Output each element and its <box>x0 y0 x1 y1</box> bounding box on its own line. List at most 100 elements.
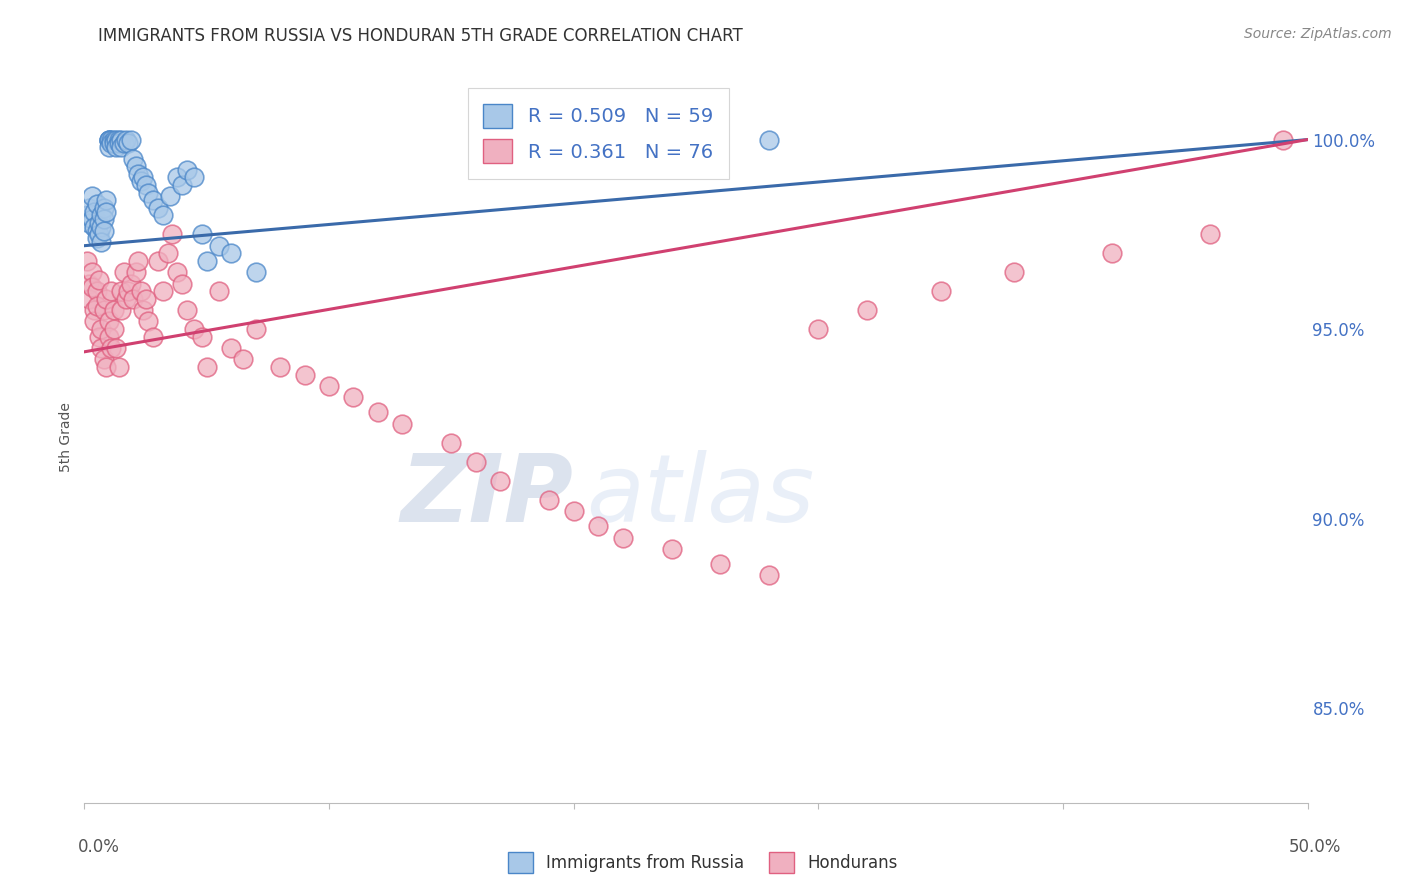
Point <box>208 238 231 252</box>
Text: IMMIGRANTS FROM RUSSIA VS HONDURAN 5TH GRADE CORRELATION CHART: IMMIGRANTS FROM RUSSIA VS HONDURAN 5TH G… <box>98 27 744 45</box>
Point <box>172 277 194 291</box>
Point <box>97 132 120 146</box>
Point <box>103 136 125 151</box>
Point <box>136 186 159 200</box>
Point <box>135 178 157 192</box>
Point <box>80 189 103 203</box>
Point <box>586 519 609 533</box>
Point <box>440 435 463 450</box>
Point <box>464 455 486 469</box>
Point <box>100 132 122 146</box>
Point <box>93 212 115 227</box>
Point <box>110 303 132 318</box>
Point <box>122 152 145 166</box>
Y-axis label: 5th Grade: 5th Grade <box>59 402 73 472</box>
Point <box>117 284 139 298</box>
Point <box>166 265 188 279</box>
Point <box>86 231 108 245</box>
Point <box>318 379 340 393</box>
Point <box>125 159 148 173</box>
Point <box>219 341 242 355</box>
Point <box>195 253 218 268</box>
Point <box>176 162 198 177</box>
Point <box>156 246 179 260</box>
Point <box>86 284 108 298</box>
Point <box>87 227 110 242</box>
Point <box>76 208 98 222</box>
Point <box>77 201 100 215</box>
Point <box>90 208 112 222</box>
Point <box>96 359 118 374</box>
Point <box>83 303 105 318</box>
Point <box>97 314 120 328</box>
Point <box>159 189 181 203</box>
Point <box>142 329 165 343</box>
Text: 0.0%: 0.0% <box>77 838 120 856</box>
Point <box>112 265 135 279</box>
Point <box>245 265 267 279</box>
Point <box>80 265 103 279</box>
Point <box>96 292 118 306</box>
Point <box>103 303 125 318</box>
Point <box>856 303 879 318</box>
Point <box>127 253 149 268</box>
Point <box>120 132 142 146</box>
Point <box>172 178 194 192</box>
Point <box>146 201 169 215</box>
Point <box>90 235 112 249</box>
Point <box>100 284 122 298</box>
Point <box>97 140 120 154</box>
Point <box>129 284 152 298</box>
Point <box>122 292 145 306</box>
Point <box>489 474 512 488</box>
Point <box>97 132 120 146</box>
Point <box>191 227 214 242</box>
Point <box>132 303 155 318</box>
Point <box>1272 132 1295 146</box>
Point <box>135 292 157 306</box>
Point <box>96 193 118 207</box>
Point <box>90 341 112 355</box>
Point <box>93 352 115 367</box>
Point <box>103 132 125 146</box>
Legend: Immigrants from Russia, Hondurans: Immigrants from Russia, Hondurans <box>502 846 904 880</box>
Point <box>661 541 683 556</box>
Point <box>86 197 108 211</box>
Point <box>86 223 108 237</box>
Point <box>93 201 115 215</box>
Point <box>115 132 138 146</box>
Legend: R = 0.509   N = 59, R = 0.361   N = 76: R = 0.509 N = 59, R = 0.361 N = 76 <box>468 88 728 178</box>
Point <box>1101 246 1123 260</box>
Point <box>342 390 364 404</box>
Point <box>86 299 108 313</box>
Point <box>269 359 291 374</box>
Point <box>93 303 115 318</box>
Text: atlas: atlas <box>586 450 814 541</box>
Point <box>105 341 128 355</box>
Point <box>127 167 149 181</box>
Point <box>562 504 585 518</box>
Point <box>93 223 115 237</box>
Point <box>77 292 100 306</box>
Point <box>90 219 112 234</box>
Text: 50.0%: 50.0% <box>1288 838 1341 856</box>
Point <box>107 359 129 374</box>
Point <box>115 292 138 306</box>
Point <box>90 322 112 336</box>
Point <box>208 284 231 298</box>
Point <box>87 216 110 230</box>
Point <box>96 204 118 219</box>
Point <box>105 140 128 154</box>
Point <box>97 329 120 343</box>
Point <box>176 303 198 318</box>
Point <box>391 417 413 431</box>
Point <box>219 246 242 260</box>
Point <box>125 265 148 279</box>
Point <box>107 132 129 146</box>
Point <box>117 136 139 151</box>
Point <box>80 212 103 227</box>
Point <box>538 492 561 507</box>
Point <box>132 170 155 185</box>
Point <box>758 132 780 146</box>
Point <box>146 253 169 268</box>
